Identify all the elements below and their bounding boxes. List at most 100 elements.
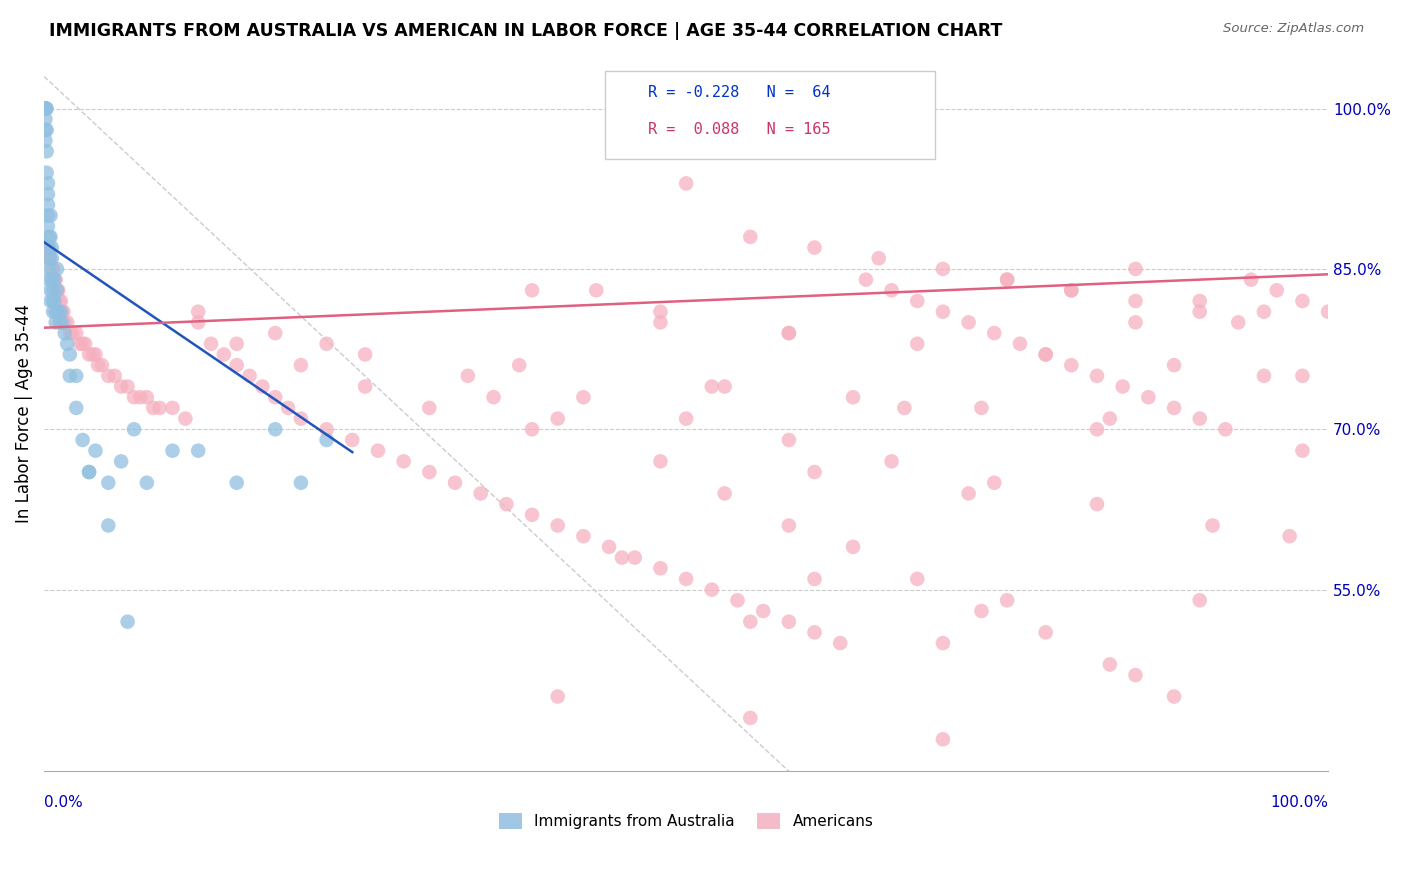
Point [77, 347, 100, 361]
Point [1253, 304, 1275, 318]
Point [45, 272, 67, 286]
Point [572, 529, 595, 543]
Point [995, 593, 1018, 607]
Point [392, 454, 415, 468]
Point [1035, 347, 1057, 361]
Point [880, 454, 903, 468]
Point [84, 443, 107, 458]
Point [41, 252, 63, 266]
Point [1188, 293, 1211, 308]
Point [1085, 497, 1108, 511]
Point [37, 198, 59, 212]
Point [1125, 293, 1147, 308]
Point [82, 347, 104, 361]
Point [713, 379, 735, 393]
Point [1098, 657, 1121, 672]
Point [46, 283, 69, 297]
Point [51, 315, 73, 329]
Point [1253, 368, 1275, 383]
Point [135, 390, 157, 404]
Point [277, 401, 299, 415]
Point [37, 241, 59, 255]
Point [1035, 625, 1057, 640]
Point [1291, 368, 1313, 383]
Point [69, 336, 91, 351]
Point [59, 347, 82, 361]
Point [38, 241, 60, 255]
Point [1317, 304, 1340, 318]
Point [34, 102, 56, 116]
Point [1125, 315, 1147, 329]
Point [547, 690, 569, 704]
Point [650, 454, 672, 468]
Point [90, 358, 112, 372]
Point [97, 518, 120, 533]
Point [842, 540, 865, 554]
Point [700, 379, 723, 393]
Point [598, 540, 620, 554]
Point [778, 326, 800, 340]
Point [778, 615, 800, 629]
Point [44, 272, 66, 286]
Point [585, 283, 607, 297]
Point [650, 561, 672, 575]
Point [97, 475, 120, 490]
Point [59, 368, 82, 383]
Point [1201, 518, 1223, 533]
Point [48, 315, 70, 329]
Point [520, 283, 543, 297]
Point [37, 209, 59, 223]
Point [110, 454, 132, 468]
Point [1163, 358, 1185, 372]
Point [238, 368, 260, 383]
Point [842, 390, 865, 404]
Point [38, 272, 60, 286]
Point [418, 465, 440, 479]
Point [1291, 443, 1313, 458]
Point [713, 486, 735, 500]
Point [225, 358, 247, 372]
Point [72, 336, 94, 351]
Point [41, 261, 63, 276]
Point [264, 390, 287, 404]
Text: IMMIGRANTS FROM AUSTRALIA VS AMERICAN IN LABOR FORCE | AGE 35-44 CORRELATION CHA: IMMIGRANTS FROM AUSTRALIA VS AMERICAN IN… [49, 22, 1002, 40]
Point [42, 304, 65, 318]
Point [957, 315, 980, 329]
Point [1291, 293, 1313, 308]
Point [129, 390, 152, 404]
Point [252, 379, 274, 393]
Point [1163, 690, 1185, 704]
Point [932, 304, 955, 318]
Point [482, 390, 505, 404]
Point [905, 572, 928, 586]
Point [46, 304, 69, 318]
Point [187, 315, 209, 329]
Point [56, 315, 79, 329]
Point [457, 368, 479, 383]
Point [39, 209, 62, 223]
Point [142, 401, 165, 415]
Point [1035, 347, 1057, 361]
Point [35, 241, 58, 255]
Point [117, 379, 139, 393]
Text: 0.0%: 0.0% [44, 795, 83, 810]
Point [56, 336, 79, 351]
Point [42, 293, 65, 308]
Point [42, 283, 65, 297]
Point [1098, 411, 1121, 425]
Point [547, 411, 569, 425]
Point [778, 433, 800, 447]
Text: R =  0.088   N = 165: R = 0.088 N = 165 [648, 122, 831, 137]
Point [122, 390, 145, 404]
Point [315, 336, 337, 351]
Point [547, 518, 569, 533]
Point [290, 411, 312, 425]
Point [610, 550, 633, 565]
Point [75, 336, 97, 351]
Point [37, 177, 59, 191]
Point [315, 422, 337, 436]
Point [77, 465, 100, 479]
Point [367, 443, 389, 458]
Point [38, 252, 60, 266]
Point [65, 401, 87, 415]
